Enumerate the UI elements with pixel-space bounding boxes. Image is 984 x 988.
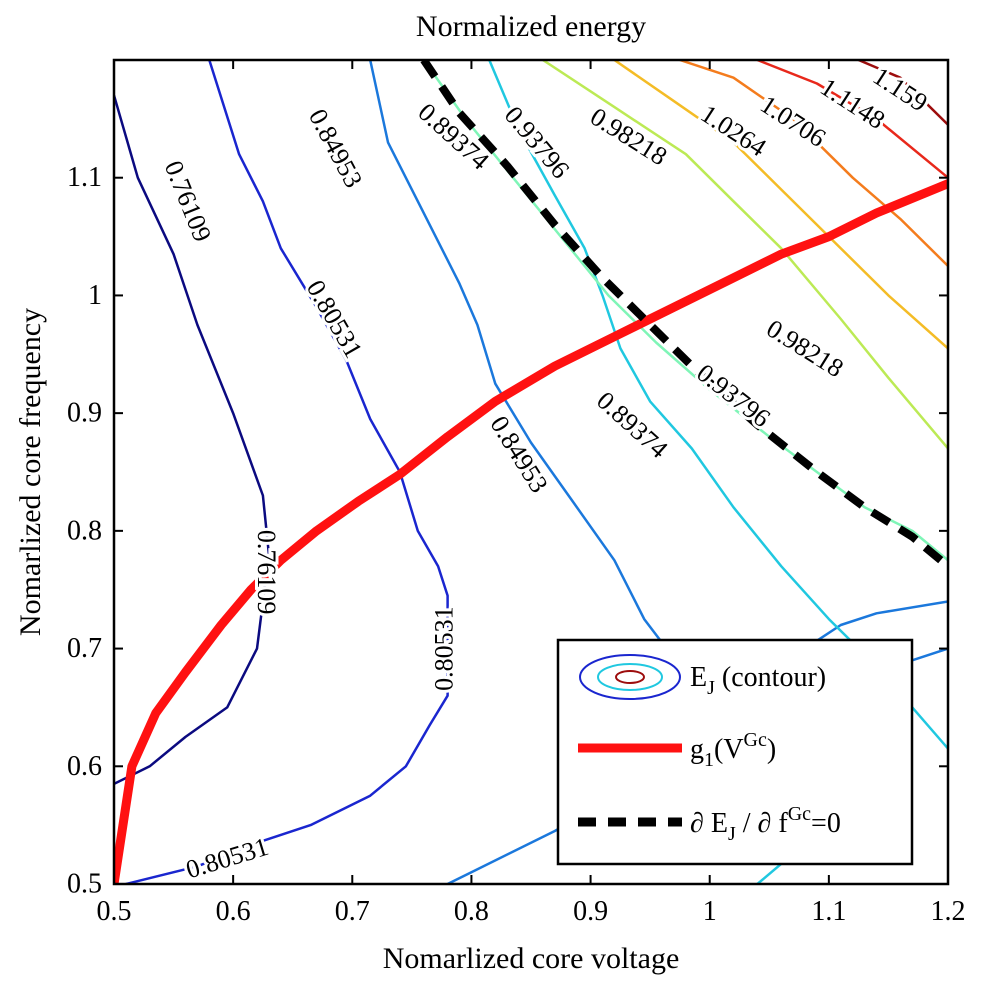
x-tick-label-0: 0.5: [97, 896, 132, 927]
x-tick-label-5: 1: [703, 896, 717, 927]
x-axis-label: Nomarlized core voltage: [383, 942, 680, 975]
legend-label-dashed: ∂ EJ / ∂ fGc=0: [690, 803, 841, 845]
legend-label-contour: EJ (contour): [690, 662, 826, 699]
x-tick-label-3: 0.8: [454, 896, 489, 927]
x-tick-label-2: 0.7: [335, 896, 370, 927]
y-tick-label-6: 1.1: [67, 162, 102, 193]
contour-line-1_0264-8: [613, 60, 948, 350]
y-axis-label: Nomarlized core frequency: [14, 308, 47, 636]
x-tick-label-7: 1.2: [931, 896, 966, 927]
overlay-series: [114, 60, 948, 884]
y-tick-label-3: 0.8: [67, 515, 102, 546]
axis-ticks: 0.5 0.6 0.7 0.8 0.9 1 1.1 1.2 0.5 0.6 0.7 0.8 0.9 1 1.…: [67, 60, 966, 927]
x-tick-label-6: 1.1: [811, 896, 846, 927]
y-tick-label-2: 0.7: [67, 633, 102, 664]
y-tick-label-4: 0.9: [67, 398, 102, 429]
legend: EJ (contour) g1(VGc) ∂ EJ / ∂ fGc=0: [556, 638, 914, 866]
contour-label-0-1: 0.76109: [252, 530, 281, 615]
y-tick-label-5: 1: [88, 280, 102, 311]
plot-frame: [112, 58, 950, 886]
x-tick-label-4: 0.9: [573, 896, 608, 927]
contour-line-1_0706-9: [679, 60, 948, 267]
y-tick-label-0: 0.5: [67, 869, 102, 900]
contour-line-0_80531-1: [125, 60, 449, 884]
legend-contour-swatch-icon: [579, 654, 681, 700]
legend-label-g1: g1(VGc): [690, 729, 776, 771]
series-line-derivative-zero: [420, 60, 948, 570]
y-tick-label-1: 0.6: [67, 751, 102, 782]
contour-line-1_1148-10: [756, 60, 948, 179]
contour-line-0_76109-0: [114, 94, 271, 786]
contour-label-1-1: 0.80531: [429, 606, 458, 691]
x-tick-label-1: 0.6: [216, 896, 251, 927]
series-line-g1: [114, 179, 948, 884]
chart-title: Normalized energy: [416, 10, 646, 43]
contour-line-0_98218-7: [542, 60, 948, 450]
contour-line-1_159-11: [858, 60, 948, 126]
